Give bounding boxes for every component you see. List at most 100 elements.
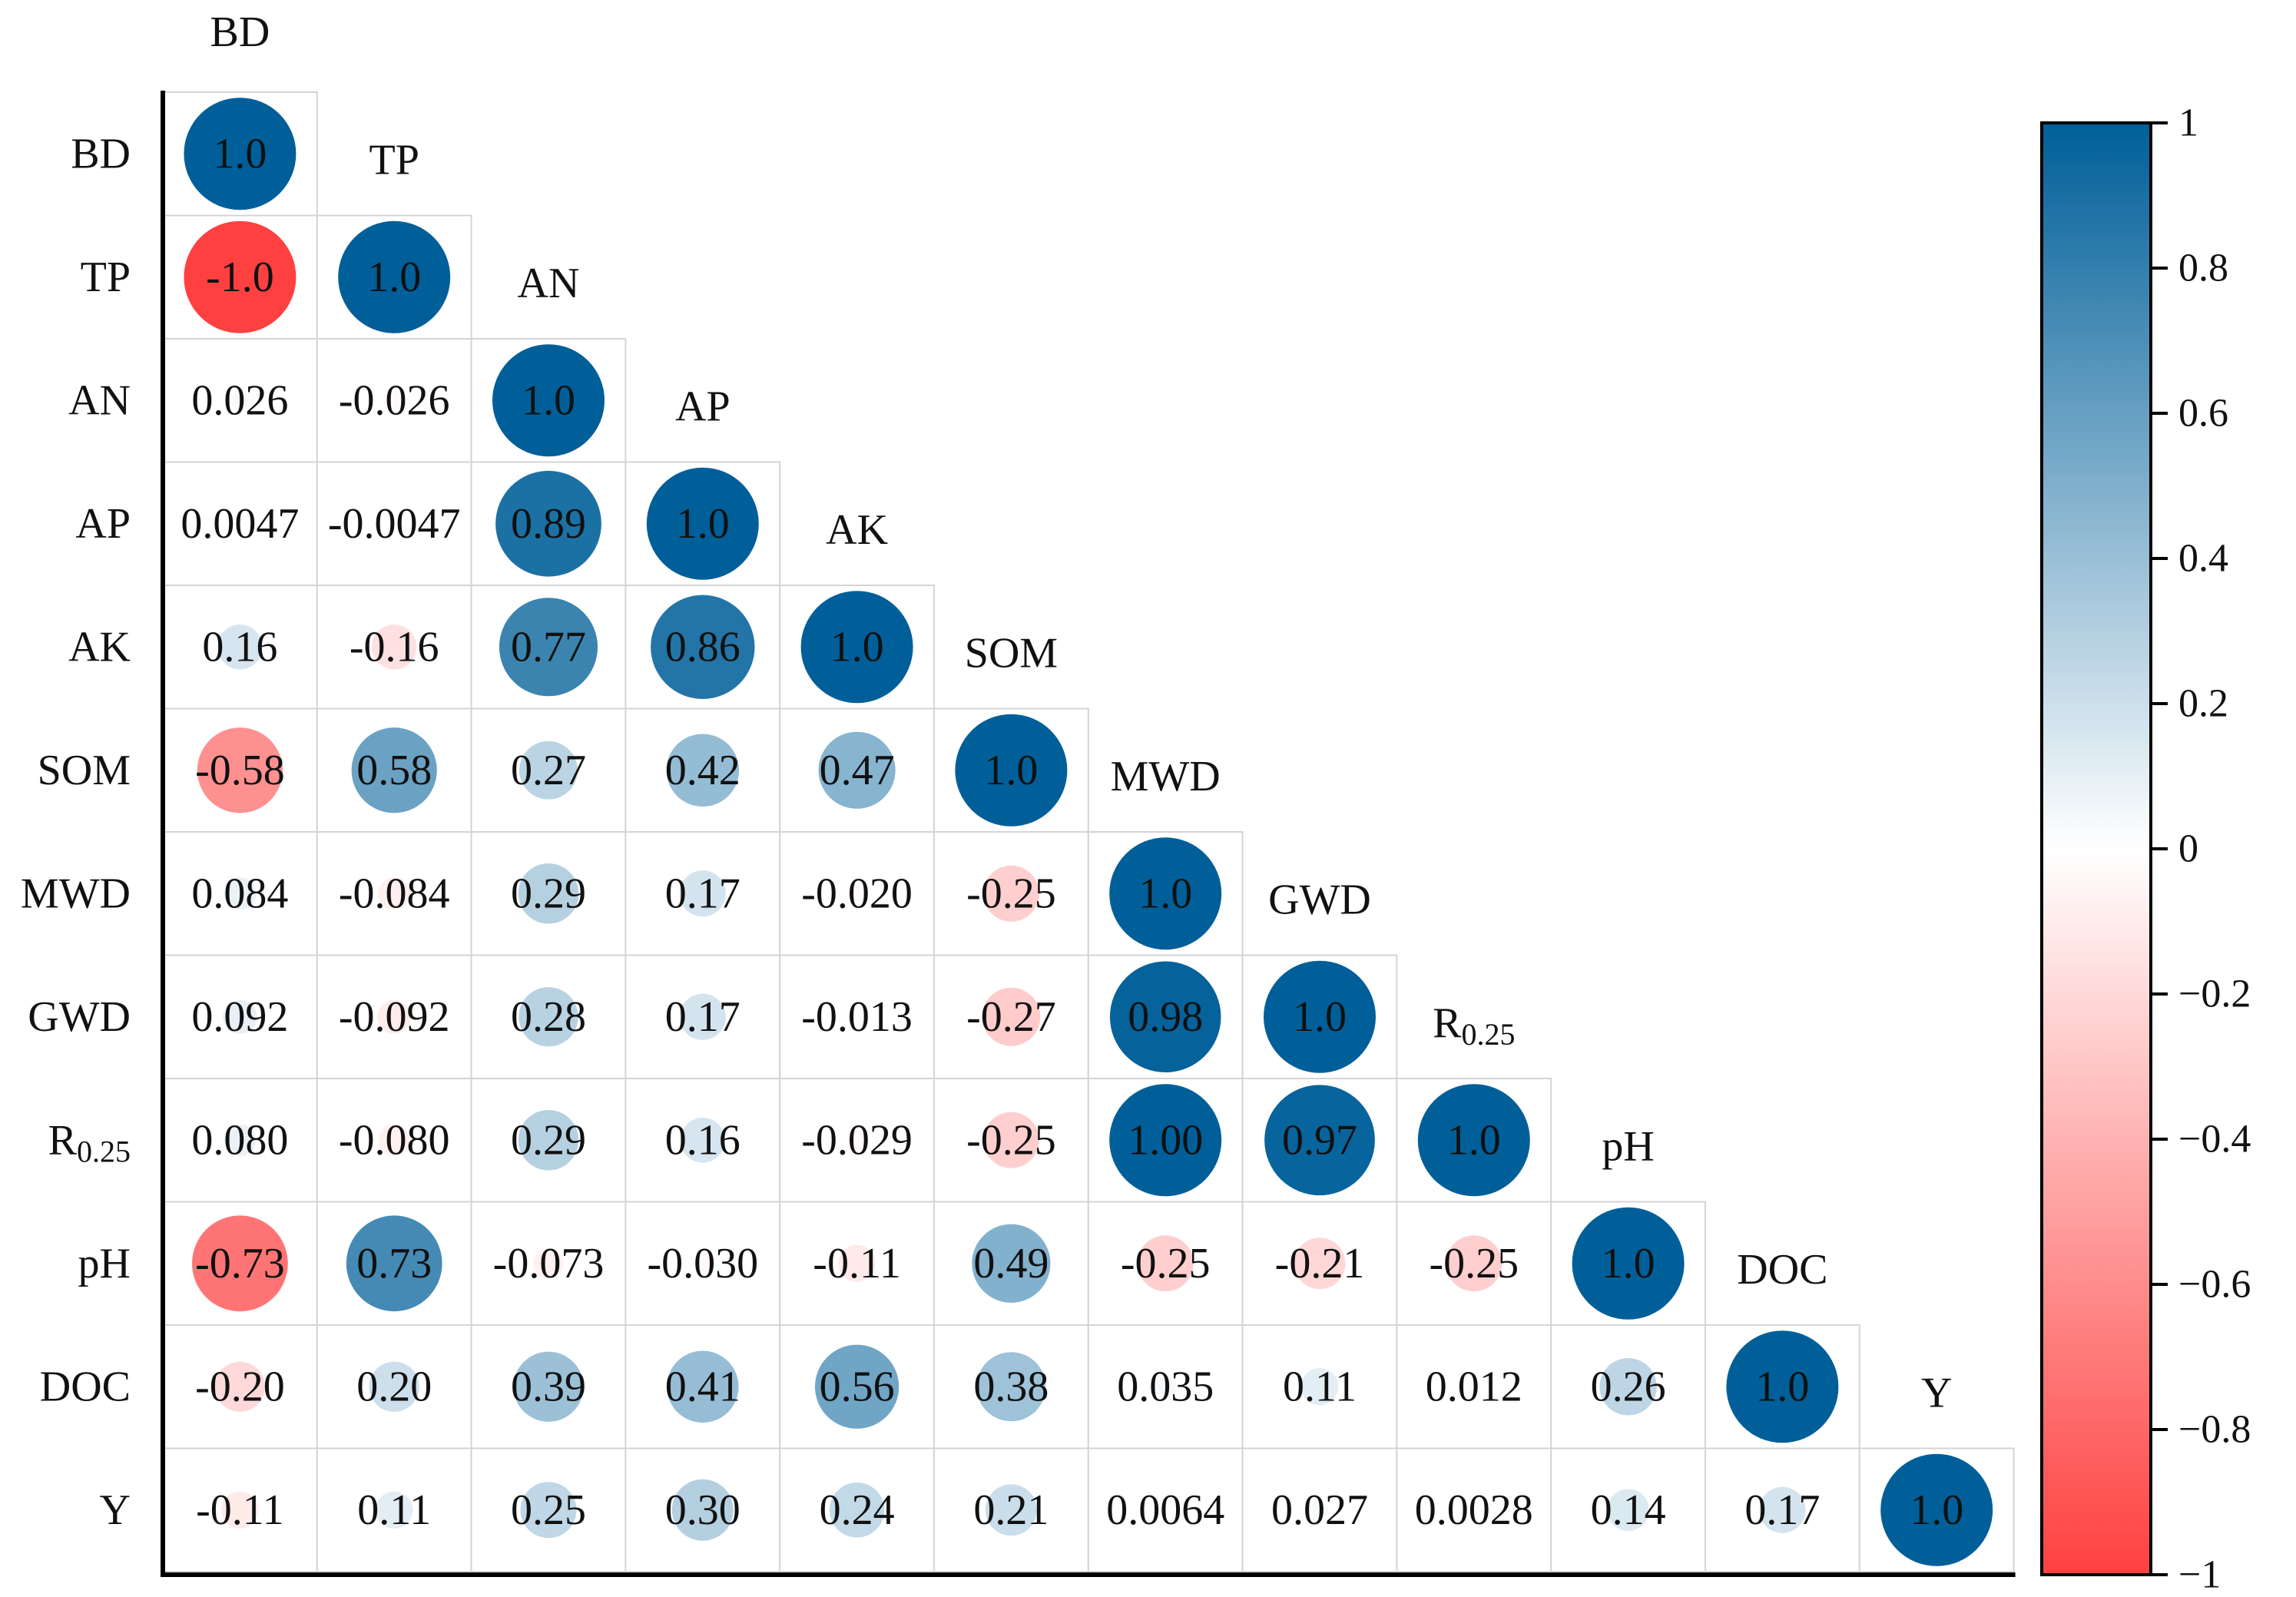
correlation-circle xyxy=(533,1248,564,1279)
correlation-value-label: 0.38 xyxy=(973,1363,1049,1410)
row-label: SOM xyxy=(38,747,131,794)
matrix-cell: 0.73 xyxy=(316,1201,472,1326)
correlation-value-label: -0.21 xyxy=(1275,1240,1365,1287)
column-label-main: TP xyxy=(369,136,419,184)
colorbar-tick-label: 0.6 xyxy=(2178,392,2228,436)
cell-background xyxy=(470,1447,627,1572)
matrix-cell: 0.39 xyxy=(470,1324,627,1450)
correlation-circle xyxy=(1264,960,1376,1073)
correlation-value-label: 1.0 xyxy=(522,376,575,424)
matrix-cell: 0.97 xyxy=(1241,1078,1398,1203)
row-label-main: AP xyxy=(75,500,131,548)
matrix-cell: 1.0 xyxy=(1396,1078,1552,1203)
row-label-main: AN xyxy=(68,376,131,424)
colorbar-tick-label: −1 xyxy=(2178,1553,2221,1597)
matrix-cell: 0.89 xyxy=(470,461,627,586)
correlation-value-label: 1.0 xyxy=(367,253,421,301)
matrix-cell: -0.073 xyxy=(470,1201,627,1326)
correlation-value-label: 0.17 xyxy=(665,993,740,1041)
correlation-circle xyxy=(1599,1358,1657,1416)
matrix-cell: 0.86 xyxy=(625,585,781,710)
correlation-value-label: 0.24 xyxy=(820,1486,895,1534)
row-label: pH xyxy=(78,1240,131,1287)
correlation-circle xyxy=(236,519,244,528)
row-label: TP xyxy=(81,253,131,301)
row-label: AK xyxy=(68,623,131,671)
correlation-circle xyxy=(1759,1486,1806,1533)
matrix-cell: -0.25 xyxy=(1396,1201,1552,1326)
matrix-cell: 0.77 xyxy=(470,585,627,710)
matrix-cell: 0.0028 xyxy=(1396,1447,1552,1572)
correlation-value-label: 1.0 xyxy=(1755,1363,1809,1410)
matrix-cell: -0.25 xyxy=(933,831,1089,956)
correlation-circle xyxy=(838,1244,876,1282)
correlation-circle xyxy=(1294,1238,1346,1290)
correlation-circle xyxy=(955,714,1068,827)
correlation-value-label: -0.11 xyxy=(813,1240,901,1287)
matrix-cell: 1.0 xyxy=(933,707,1089,833)
correlation-circle xyxy=(814,1344,900,1429)
matrix-cell: -0.020 xyxy=(779,831,936,956)
correlation-circle xyxy=(849,885,865,902)
correlation-value-label: 1.0 xyxy=(984,747,1038,794)
correlation-value-label: 1.0 xyxy=(1910,1486,1963,1534)
matrix-cell: 0.26 xyxy=(1550,1324,1706,1450)
correlation-circle xyxy=(495,470,601,577)
row-label-main: DOC xyxy=(40,1363,131,1410)
correlation-circle xyxy=(693,1254,713,1274)
correlation-value-label: 0.20 xyxy=(356,1363,432,1410)
column-label-main: Y xyxy=(1921,1369,1952,1416)
correlation-circle xyxy=(1880,1453,1993,1566)
matrix-cell: -0.16 xyxy=(316,585,472,710)
matrix-cell: 0.25 xyxy=(470,1447,627,1572)
colorbar-tick-label: 0.8 xyxy=(2178,247,2228,290)
correlation-value-label: 0.58 xyxy=(356,747,432,794)
correlation-circle xyxy=(184,220,297,333)
correlation-circle xyxy=(1109,961,1221,1073)
correlation-value-label: 0.012 xyxy=(1426,1363,1522,1410)
correlation-circle xyxy=(390,519,399,528)
correlation-value-label: -0.73 xyxy=(195,1240,285,1287)
correlation-value-label: 0.080 xyxy=(191,1116,288,1164)
correlation-value-label: 0.77 xyxy=(511,623,586,671)
correlation-value-label: -0.25 xyxy=(1429,1240,1519,1287)
correlation-circle xyxy=(1446,1235,1503,1292)
matrix-cell: 0.21 xyxy=(933,1447,1089,1572)
colorbar-tick-label: 0.4 xyxy=(2178,537,2228,581)
matrix-cell: -0.21 xyxy=(1241,1201,1398,1326)
correlation-value-label: 0.29 xyxy=(511,870,586,917)
correlation-value-label: 0.26 xyxy=(1591,1363,1666,1410)
correlation-circle xyxy=(184,98,297,210)
correlation-value-label: -0.16 xyxy=(350,623,439,671)
row-label-main: AK xyxy=(68,623,131,671)
matrix-cell: 0.98 xyxy=(1087,954,1244,1079)
correlation-value-label: 0.47 xyxy=(820,747,895,794)
row-label: Y xyxy=(100,1486,131,1534)
colorbar: 1 0.8 0.6 0.4 0.2 0 −0.2 −0.4 −0.6 −0.8 −1 xyxy=(2040,101,2251,1597)
matrix-cell: 1.0 xyxy=(779,585,936,710)
correlation-circle xyxy=(513,1351,584,1422)
correlation-circle xyxy=(230,391,250,410)
correlation-circle xyxy=(671,1479,734,1541)
matrix-cell: 0.47 xyxy=(779,707,936,833)
row-label-main: Y xyxy=(100,1486,131,1534)
matrix-cell: 0.24 xyxy=(779,1447,936,1572)
correlation-circle xyxy=(829,1482,885,1538)
correlation-value-label: -0.0047 xyxy=(328,500,461,548)
matrix-cell: -0.029 xyxy=(779,1078,936,1203)
colorbar-tick-label: −0.6 xyxy=(2178,1263,2251,1307)
matrix-cell: 0.29 xyxy=(470,1078,627,1203)
matrix-cell: 0.17 xyxy=(625,831,781,956)
correlation-circle xyxy=(378,877,411,910)
correlation-circle xyxy=(375,1491,413,1529)
row-label-subscript: 0.25 xyxy=(77,1134,131,1168)
correlation-circle xyxy=(1264,1085,1375,1196)
matrix-cell: 0.38 xyxy=(933,1324,1089,1450)
correlation-value-label: -0.026 xyxy=(339,376,450,424)
correlation-circle xyxy=(192,1215,288,1312)
correlation-circle xyxy=(679,870,726,917)
column-label: AK xyxy=(826,506,888,554)
column-label-main: pH xyxy=(1602,1122,1654,1170)
correlation-circle xyxy=(800,591,913,704)
matrix-cell: 0.49 xyxy=(933,1201,1089,1326)
